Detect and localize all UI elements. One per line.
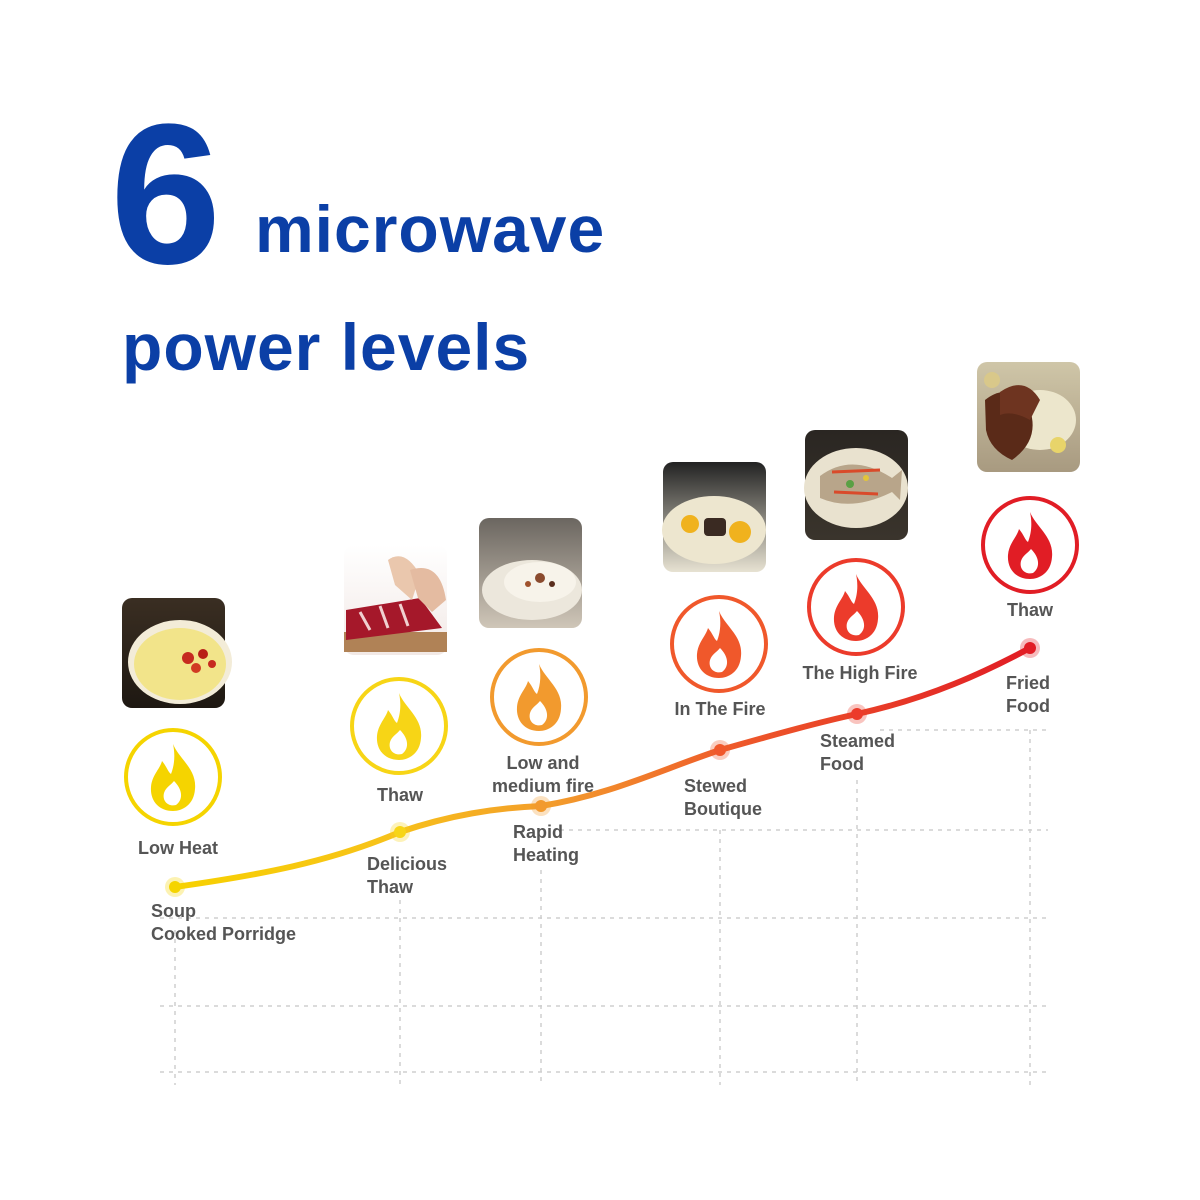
power-curve bbox=[172, 645, 1033, 890]
flame-icon bbox=[516, 664, 562, 731]
fried-food-photo bbox=[977, 362, 1080, 472]
food-label-4: Stewed Boutique bbox=[684, 776, 762, 819]
curve-point-6 bbox=[1020, 638, 1040, 658]
flame-icon bbox=[696, 611, 742, 678]
flame-icon bbox=[150, 744, 196, 811]
curve-point-1 bbox=[165, 877, 185, 897]
stew-photo bbox=[662, 462, 766, 572]
flame-icon-badge-2 bbox=[350, 677, 448, 775]
flame-icon bbox=[1007, 512, 1053, 579]
flame-icon-badge-5 bbox=[807, 558, 905, 656]
power-label-3: Low and medium fire bbox=[492, 753, 595, 796]
food-label-6: Fried Food bbox=[1006, 673, 1051, 716]
chart-grid bbox=[160, 729, 1048, 1085]
flame-icon-badge-4 bbox=[670, 595, 768, 693]
power-label-4: In The Fire bbox=[674, 699, 765, 719]
flame-icon-badge-1 bbox=[124, 728, 222, 826]
meat-cutting-photo bbox=[344, 545, 447, 655]
title-line-2: power levels bbox=[122, 310, 531, 384]
food-label-3: Rapid Heating bbox=[513, 822, 580, 865]
title-number: 6 bbox=[110, 83, 222, 306]
curve-point-3 bbox=[531, 796, 551, 816]
curve-point-5 bbox=[847, 704, 867, 724]
food-label-5: Steamed Food bbox=[820, 731, 896, 774]
food-label-2: Delicious Thaw bbox=[367, 854, 448, 897]
curve-point-4 bbox=[710, 740, 730, 760]
power-label-5: The High Fire bbox=[802, 663, 917, 683]
dessert-bowl-photo bbox=[479, 518, 582, 628]
curve-point-2 bbox=[390, 822, 410, 842]
power-label-2: Thaw bbox=[377, 785, 424, 805]
soup-photo bbox=[122, 598, 232, 708]
flame-icon-badge-3 bbox=[490, 648, 588, 746]
steamed-fish-photo bbox=[804, 430, 908, 540]
power-label-6: Thaw bbox=[1007, 600, 1054, 620]
power-label-1: Low Heat bbox=[138, 838, 218, 858]
title-line-1: microwave bbox=[255, 192, 606, 266]
food-label-1: Soup Cooked Porridge bbox=[151, 901, 297, 944]
flame-icon bbox=[376, 693, 422, 760]
flame-icon-badge-6 bbox=[981, 496, 1079, 594]
flame-icon bbox=[833, 574, 879, 641]
